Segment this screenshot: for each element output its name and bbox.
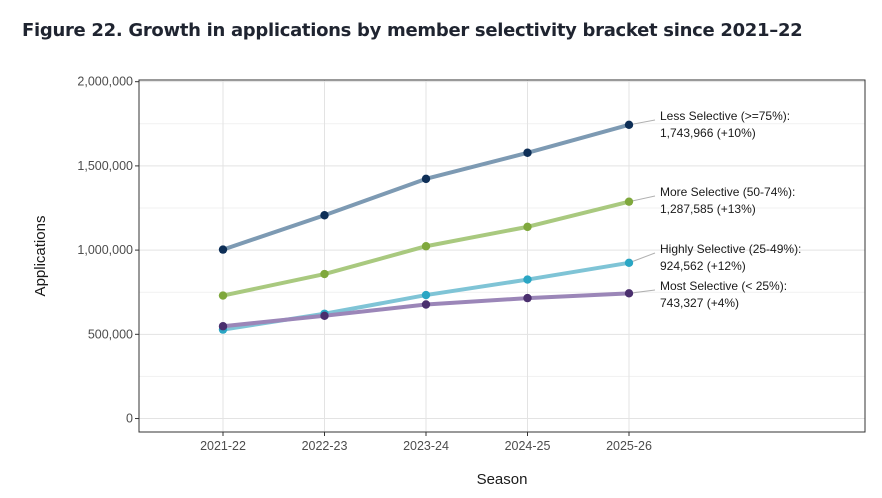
data-point (421, 242, 431, 251)
label-leader-lines (628, 119, 656, 294)
y-tick-label: 1,000,000 (77, 243, 133, 257)
x-tick-label: 2025-26 (606, 439, 652, 453)
series-label-name: More Selective (50-74%): (660, 185, 795, 199)
data-point (624, 120, 634, 130)
data-point (523, 293, 532, 303)
data-point (624, 197, 634, 206)
page-title: Figure 22. Growth in applications by mem… (22, 20, 803, 41)
y-tick-label: 2,000,000 (77, 75, 133, 89)
series-label-name: Most Selective (< 25%): (660, 279, 787, 293)
grid-lines (139, 80, 865, 432)
data-point (218, 291, 228, 300)
series-label-value: 1,287,585 (+13%) (660, 202, 756, 216)
label-leader-line (628, 119, 656, 126)
plot-area-border (138, 79, 866, 433)
label-leader-line (628, 195, 656, 203)
data-point (218, 322, 228, 331)
series-label-name: Less Selective (>=75%): (660, 109, 790, 123)
data-point (421, 300, 431, 309)
series-label-value: 1,743,966 (+10%) (660, 126, 756, 140)
axis-ticks: 0 500,000 1,000,000 1,500,000 2,000,000 2021-… (77, 75, 652, 453)
y-axis-title: Applications (32, 216, 49, 297)
data-point (320, 211, 329, 220)
data-point (421, 174, 431, 184)
data-point (320, 269, 329, 279)
x-tick-label: 2024-25 (505, 439, 551, 453)
data-point (624, 258, 634, 268)
y-tick-label: 0 (126, 412, 133, 426)
x-tick-label: 2023-24 (403, 439, 449, 453)
data-point (523, 222, 532, 232)
series-labels: Less Selective (>=75%): 1,743,966 (+10%) M… (660, 109, 801, 310)
data-point (421, 290, 431, 300)
label-leader-line (628, 289, 656, 294)
series-label-name: Highly Selective (25-49%): (660, 242, 801, 256)
data-points (218, 120, 634, 334)
y-tick-label: 500,000 (88, 327, 133, 341)
data-point (218, 245, 228, 254)
y-tick-label: 1,500,000 (77, 159, 133, 173)
x-tick-label: 2022-23 (302, 439, 348, 453)
data-point (320, 311, 329, 320)
series-label-value: 924,562 (+12%) (660, 259, 746, 273)
x-tick-label: 2021-22 (200, 439, 246, 453)
x-axis-title: Season (477, 471, 528, 488)
label-leader-line (628, 252, 656, 264)
data-point (523, 148, 532, 157)
data-point (624, 289, 634, 298)
series-label-value: 743,327 (+4%) (660, 296, 739, 310)
data-point (523, 275, 532, 284)
